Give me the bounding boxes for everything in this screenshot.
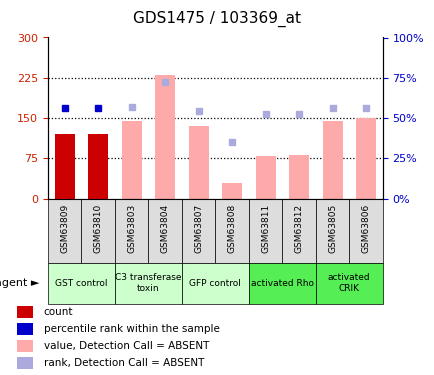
Text: GST control: GST control [55,279,107,288]
FancyBboxPatch shape [315,262,382,304]
Text: GFP control: GFP control [189,279,241,288]
Bar [17,340,33,352]
Text: GSM63806: GSM63806 [361,204,370,253]
Text: activated Rho: activated Rho [250,279,313,288]
Text: percentile rank within the sample: percentile rank within the sample [43,324,219,334]
Text: GSM63812: GSM63812 [294,204,303,253]
Text: GSM63805: GSM63805 [327,204,336,253]
FancyBboxPatch shape [181,262,248,304]
FancyBboxPatch shape [81,199,115,262]
FancyBboxPatch shape [148,199,181,262]
Bar [188,126,208,199]
Bar [17,357,33,369]
Bar [155,75,175,199]
FancyBboxPatch shape [248,262,315,304]
Text: GSM63809: GSM63809 [60,204,69,253]
Bar [322,121,342,199]
Text: GSM63808: GSM63808 [227,204,236,253]
Bar [17,323,33,335]
FancyBboxPatch shape [315,199,349,262]
Bar [54,134,75,199]
FancyBboxPatch shape [48,262,115,304]
FancyBboxPatch shape [48,199,81,262]
FancyBboxPatch shape [115,199,148,262]
Bar [121,121,141,199]
FancyBboxPatch shape [115,262,181,304]
Bar [17,306,33,318]
FancyBboxPatch shape [181,199,215,262]
Text: GSM63810: GSM63810 [93,204,102,253]
FancyBboxPatch shape [215,199,248,262]
Bar [288,154,309,199]
FancyBboxPatch shape [349,199,382,262]
Text: count: count [43,307,73,317]
Bar [221,183,242,199]
Text: rank, Detection Call = ABSENT: rank, Detection Call = ABSENT [43,358,204,368]
Bar [355,118,375,199]
Text: C3 transferase
toxin: C3 transferase toxin [115,273,181,293]
Text: GSM63807: GSM63807 [194,204,203,253]
FancyBboxPatch shape [282,199,315,262]
Text: activated
CRIK: activated CRIK [327,273,370,293]
Text: GSM63804: GSM63804 [160,204,169,253]
Bar [88,134,108,199]
FancyBboxPatch shape [248,199,282,262]
Text: GDS1475 / 103369_at: GDS1475 / 103369_at [133,11,301,27]
Text: GSM63803: GSM63803 [127,204,136,253]
Text: value, Detection Call = ABSENT: value, Detection Call = ABSENT [43,341,208,351]
Text: agent ►: agent ► [0,278,39,288]
Text: GSM63811: GSM63811 [260,204,270,253]
Bar [255,156,275,199]
